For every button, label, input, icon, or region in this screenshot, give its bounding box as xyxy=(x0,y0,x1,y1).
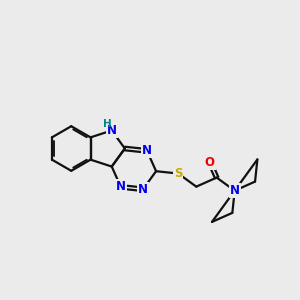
Text: N: N xyxy=(138,183,148,196)
Text: N: N xyxy=(230,184,240,197)
Text: N: N xyxy=(116,180,126,194)
Text: O: O xyxy=(205,156,215,169)
Text: H: H xyxy=(103,119,112,129)
Text: N: N xyxy=(142,144,152,157)
Text: S: S xyxy=(174,167,182,180)
Text: N: N xyxy=(107,124,117,137)
